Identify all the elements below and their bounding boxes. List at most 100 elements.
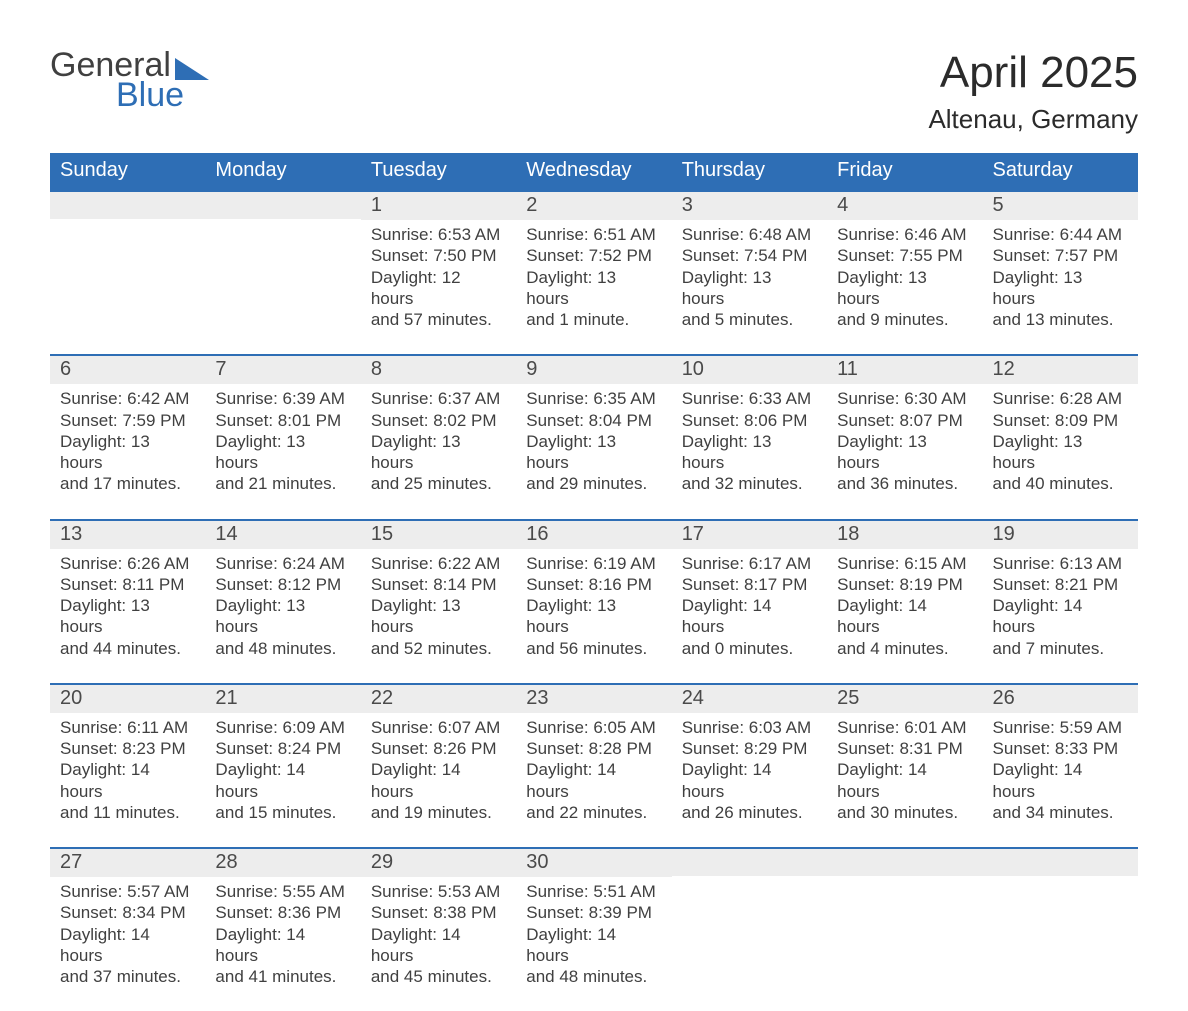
day-number xyxy=(983,849,1138,876)
day-cell: 5Sunrise: 6:44 AMSunset: 7:57 PMDaylight… xyxy=(983,191,1138,355)
dow-monday: Monday xyxy=(205,153,360,191)
day-line: and 7 minutes. xyxy=(993,638,1128,659)
day-cell: 13Sunrise: 6:26 AMSunset: 8:11 PMDayligh… xyxy=(50,520,205,684)
day-cell: 16Sunrise: 6:19 AMSunset: 8:16 PMDayligh… xyxy=(516,520,671,684)
day-line: Sunrise: 6:05 AM xyxy=(526,717,661,738)
day-line: Sunrise: 6:26 AM xyxy=(60,553,195,574)
day-line: Daylight: 14 hours xyxy=(993,759,1128,802)
day-line: and 0 minutes. xyxy=(682,638,817,659)
day-body: Sunrise: 6:42 AMSunset: 7:59 PMDaylight:… xyxy=(50,384,205,518)
day-number: 1 xyxy=(361,192,516,220)
day-line: Sunrise: 5:57 AM xyxy=(60,881,195,902)
day-body xyxy=(827,876,982,976)
day-line: Sunrise: 6:37 AM xyxy=(371,388,506,409)
day-line: Sunrise: 6:28 AM xyxy=(993,388,1128,409)
day-line: Sunset: 7:54 PM xyxy=(682,245,817,266)
day-cell: 11Sunrise: 6:30 AMSunset: 8:07 PMDayligh… xyxy=(827,355,982,519)
day-number: 30 xyxy=(516,849,671,877)
day-line: Sunset: 8:21 PM xyxy=(993,574,1128,595)
day-body: Sunrise: 6:39 AMSunset: 8:01 PMDaylight:… xyxy=(205,384,360,518)
day-line: Sunset: 8:01 PM xyxy=(215,410,350,431)
week-row: 27Sunrise: 5:57 AMSunset: 8:34 PMDayligh… xyxy=(50,848,1138,1011)
day-body: Sunrise: 6:05 AMSunset: 8:28 PMDaylight:… xyxy=(516,713,671,847)
day-line: Sunset: 8:39 PM xyxy=(526,902,661,923)
calendar-body: 1Sunrise: 6:53 AMSunset: 7:50 PMDaylight… xyxy=(50,191,1138,1011)
day-number: 4 xyxy=(827,192,982,220)
day-body: Sunrise: 6:07 AMSunset: 8:26 PMDaylight:… xyxy=(361,713,516,847)
day-line: and 45 minutes. xyxy=(371,966,506,987)
day-line: Sunrise: 5:53 AM xyxy=(371,881,506,902)
day-number xyxy=(672,849,827,876)
day-line: Sunset: 7:57 PM xyxy=(993,245,1128,266)
day-line: Daylight: 14 hours xyxy=(837,595,972,638)
day-line: and 48 minutes. xyxy=(526,966,661,987)
week-row: 1Sunrise: 6:53 AMSunset: 7:50 PMDaylight… xyxy=(50,191,1138,355)
day-cell: 22Sunrise: 6:07 AMSunset: 8:26 PMDayligh… xyxy=(361,684,516,848)
day-line: Sunset: 8:33 PM xyxy=(993,738,1128,759)
day-cell: 18Sunrise: 6:15 AMSunset: 8:19 PMDayligh… xyxy=(827,520,982,684)
day-line: and 44 minutes. xyxy=(60,638,195,659)
day-line: Sunrise: 6:13 AM xyxy=(993,553,1128,574)
day-cell: 30Sunrise: 5:51 AMSunset: 8:39 PMDayligh… xyxy=(516,848,671,1011)
day-line: and 37 minutes. xyxy=(60,966,195,987)
day-line: Daylight: 13 hours xyxy=(215,595,350,638)
day-body xyxy=(205,219,360,319)
day-number: 6 xyxy=(50,356,205,384)
day-body: Sunrise: 6:53 AMSunset: 7:50 PMDaylight:… xyxy=(361,220,516,354)
day-line: Sunrise: 6:33 AM xyxy=(682,388,817,409)
day-line: Sunrise: 6:46 AM xyxy=(837,224,972,245)
day-line: Daylight: 12 hours xyxy=(371,267,506,310)
dow-sunday: Sunday xyxy=(50,153,205,191)
day-line: Sunset: 8:06 PM xyxy=(682,410,817,431)
day-line: and 19 minutes. xyxy=(371,802,506,823)
day-line: Sunset: 8:09 PM xyxy=(993,410,1128,431)
dow-saturday: Saturday xyxy=(983,153,1138,191)
day-line: Daylight: 14 hours xyxy=(837,759,972,802)
day-line: Daylight: 14 hours xyxy=(371,924,506,967)
day-body: Sunrise: 6:03 AMSunset: 8:29 PMDaylight:… xyxy=(672,713,827,847)
day-line: and 1 minute. xyxy=(526,309,661,330)
title-block: April 2025 Altenau, Germany xyxy=(928,48,1138,135)
day-number: 25 xyxy=(827,685,982,713)
day-body: Sunrise: 6:17 AMSunset: 8:17 PMDaylight:… xyxy=(672,549,827,683)
day-body: Sunrise: 6:26 AMSunset: 8:11 PMDaylight:… xyxy=(50,549,205,683)
dow-friday: Friday xyxy=(827,153,982,191)
day-cell: 28Sunrise: 5:55 AMSunset: 8:36 PMDayligh… xyxy=(205,848,360,1011)
day-line: Sunrise: 6:53 AM xyxy=(371,224,506,245)
day-cell: 27Sunrise: 5:57 AMSunset: 8:34 PMDayligh… xyxy=(50,848,205,1011)
day-body: Sunrise: 6:35 AMSunset: 8:04 PMDaylight:… xyxy=(516,384,671,518)
day-line: Sunrise: 6:51 AM xyxy=(526,224,661,245)
day-body: Sunrise: 6:15 AMSunset: 8:19 PMDaylight:… xyxy=(827,549,982,683)
day-line: Daylight: 14 hours xyxy=(682,595,817,638)
day-line: Sunset: 8:26 PM xyxy=(371,738,506,759)
day-cell: 23Sunrise: 6:05 AMSunset: 8:28 PMDayligh… xyxy=(516,684,671,848)
day-cell xyxy=(50,191,205,355)
day-number: 14 xyxy=(205,521,360,549)
day-line: and 11 minutes. xyxy=(60,802,195,823)
day-line: Sunset: 8:17 PM xyxy=(682,574,817,595)
day-line: Sunset: 8:12 PM xyxy=(215,574,350,595)
day-number: 16 xyxy=(516,521,671,549)
day-line: Daylight: 13 hours xyxy=(60,595,195,638)
day-line: Sunrise: 6:07 AM xyxy=(371,717,506,738)
day-cell: 15Sunrise: 6:22 AMSunset: 8:14 PMDayligh… xyxy=(361,520,516,684)
day-line: Daylight: 13 hours xyxy=(371,595,506,638)
day-line: Sunrise: 6:35 AM xyxy=(526,388,661,409)
day-line: Sunrise: 6:03 AM xyxy=(682,717,817,738)
day-number xyxy=(50,192,205,219)
day-line: Sunset: 7:52 PM xyxy=(526,245,661,266)
week-row: 20Sunrise: 6:11 AMSunset: 8:23 PMDayligh… xyxy=(50,684,1138,848)
day-number: 28 xyxy=(205,849,360,877)
day-cell: 3Sunrise: 6:48 AMSunset: 7:54 PMDaylight… xyxy=(672,191,827,355)
day-cell: 9Sunrise: 6:35 AMSunset: 8:04 PMDaylight… xyxy=(516,355,671,519)
day-line: Daylight: 13 hours xyxy=(993,431,1128,474)
day-number: 18 xyxy=(827,521,982,549)
day-line: Sunset: 8:24 PM xyxy=(215,738,350,759)
day-number: 24 xyxy=(672,685,827,713)
day-line: and 40 minutes. xyxy=(993,473,1128,494)
day-cell: 4Sunrise: 6:46 AMSunset: 7:55 PMDaylight… xyxy=(827,191,982,355)
day-line: Daylight: 14 hours xyxy=(526,759,661,802)
dow-tuesday: Tuesday xyxy=(361,153,516,191)
day-line: and 41 minutes. xyxy=(215,966,350,987)
day-number: 19 xyxy=(983,521,1138,549)
